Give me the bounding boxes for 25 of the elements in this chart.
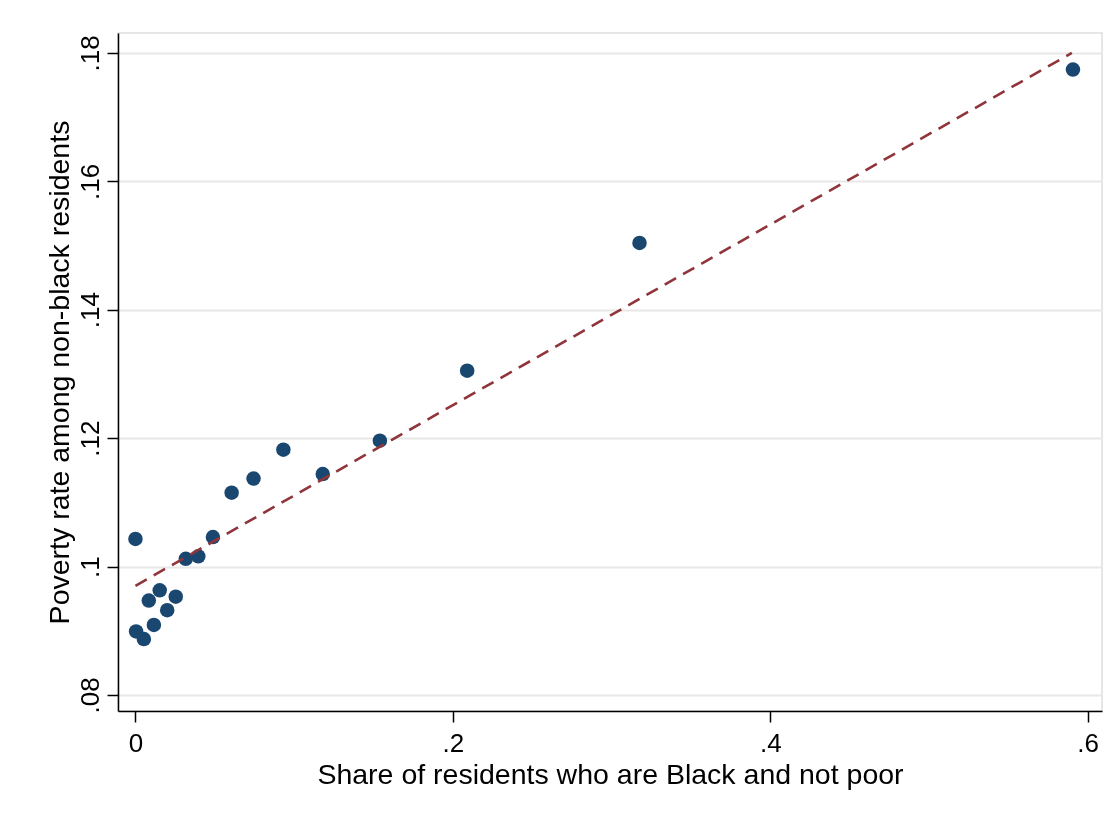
y-tick-label: .16 <box>74 163 105 200</box>
point <box>136 631 152 647</box>
point <box>128 531 143 547</box>
point <box>276 442 291 457</box>
x-tick-label: .2 <box>442 727 465 758</box>
y-tick-label: .18 <box>74 35 105 72</box>
y-tick-label: .12 <box>74 420 105 457</box>
point <box>1065 62 1081 77</box>
x-tick-label: .4 <box>759 727 782 758</box>
point <box>152 583 167 598</box>
point <box>159 602 175 618</box>
x-axis-title: Share of residents who are Black and not poor <box>317 757 905 790</box>
y-axis-title: Poverty rate among non-black residents <box>42 120 75 625</box>
point <box>168 589 184 604</box>
point <box>632 235 647 251</box>
point <box>141 593 157 608</box>
y-tick-label: .1 <box>74 556 105 578</box>
point <box>459 363 475 378</box>
x-tick-label: .6 <box>1077 727 1100 758</box>
point <box>224 485 239 500</box>
point <box>246 471 261 486</box>
y-tick-label: .14 <box>74 292 105 329</box>
y-tick-label: .08 <box>74 677 105 714</box>
x-tick-label: 0 <box>128 727 144 758</box>
point <box>146 617 162 633</box>
